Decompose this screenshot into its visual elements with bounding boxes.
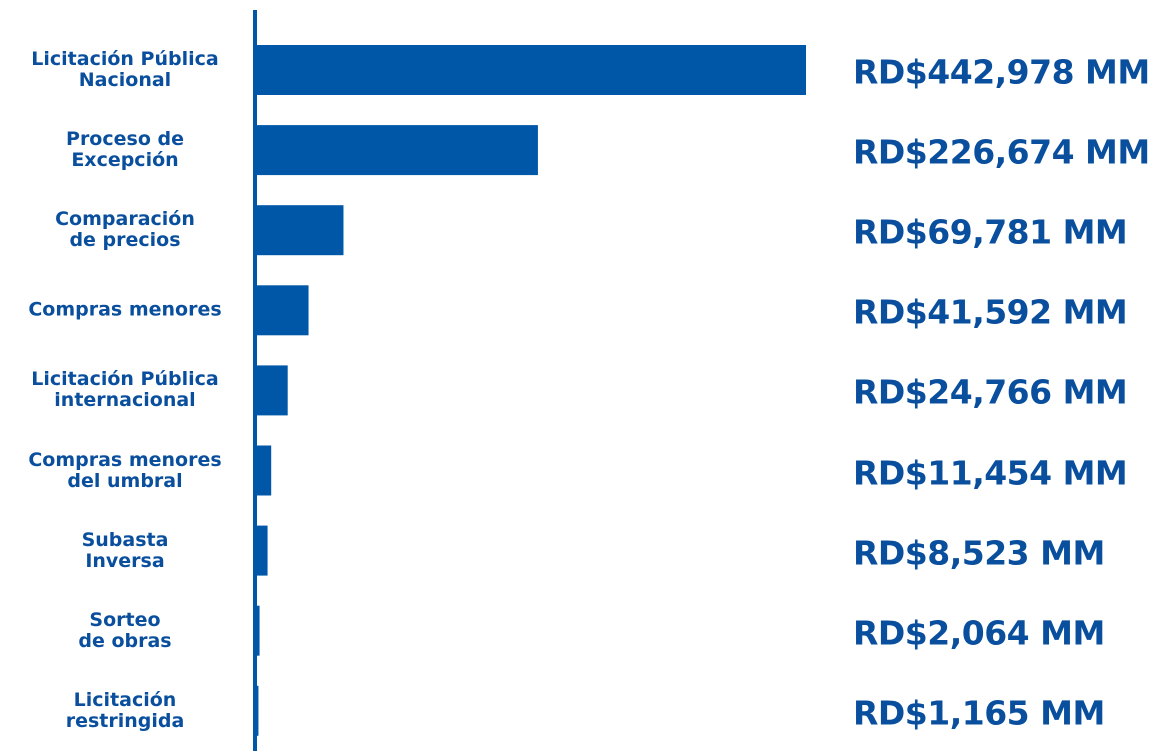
value-label: RD$11,454 MM bbox=[853, 453, 1128, 492]
bar bbox=[257, 445, 272, 496]
bar bbox=[257, 285, 309, 336]
value-label: RD$24,766 MM bbox=[853, 372, 1128, 412]
value-label: RD$1,165 MM bbox=[853, 693, 1105, 733]
bar bbox=[257, 605, 260, 656]
value-label: RD$69,781 MM bbox=[853, 212, 1128, 252]
value-label: RD$8,523 MM bbox=[853, 533, 1105, 573]
bar bbox=[257, 45, 806, 95]
bar bbox=[257, 205, 344, 256]
category-label: Licitación Pública Nacional bbox=[31, 48, 219, 91]
bar bbox=[257, 525, 268, 576]
category-label: Comparación de precios bbox=[55, 208, 195, 252]
category-label: Compras menores bbox=[28, 298, 222, 321]
bar bbox=[257, 685, 259, 736]
category-label: Licitación Pública internacional bbox=[31, 368, 219, 412]
value-label: RD$2,064 MM bbox=[853, 613, 1105, 653]
bar bbox=[257, 125, 538, 176]
value-label: RD$226,674 MM bbox=[853, 132, 1150, 172]
category-label: Licitación restringida bbox=[65, 688, 185, 732]
bar bbox=[257, 365, 288, 416]
value-label: RD$41,592 MM bbox=[853, 292, 1128, 332]
value-label: RD$442,978 MM bbox=[853, 52, 1150, 92]
category-label: Proceso de Excepción bbox=[66, 128, 184, 172]
category-label: Sorteo de obras bbox=[78, 608, 172, 652]
category-label: Subasta Inversa bbox=[81, 528, 169, 572]
category-label: Compras menores del umbral bbox=[28, 448, 222, 492]
